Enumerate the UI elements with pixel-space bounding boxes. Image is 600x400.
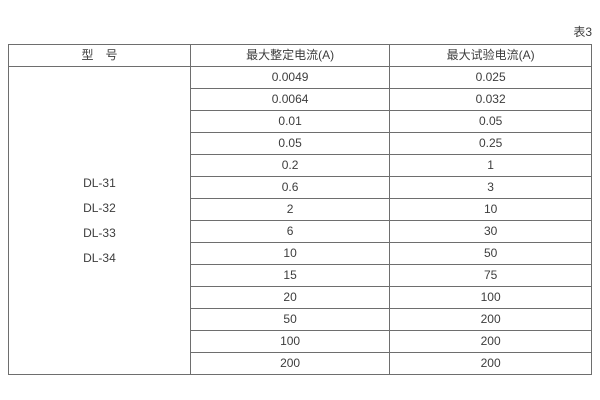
table-row: DL-31 DL-32 DL-33 DL-34 0.0049 0.025 — [8, 66, 592, 375]
model-label: DL-33 — [83, 225, 116, 240]
max-test-current-cell: 50 — [389, 242, 592, 265]
max-test-current-cell: 200 — [389, 330, 592, 353]
table-row: 200 200 — [9, 352, 592, 375]
max-test-current-cell: 200 — [389, 308, 592, 331]
max-test-current-cell: 3 — [389, 176, 592, 199]
max-setting-current-cell: 0.6 — [189, 176, 391, 199]
max-setting-current-cell: 6 — [189, 220, 391, 243]
max-setting-current-cell: 0.0049 — [189, 66, 391, 89]
model-label: DL-32 — [83, 200, 116, 215]
max-test-current-cell: 0.025 — [389, 66, 592, 89]
spec-table: 型 号 最大整定电流(A) 最大试验电流(A) DL-31 DL-32 DL-33 D… — [8, 44, 592, 375]
table-row: 0.05 0.25 — [9, 132, 592, 155]
col-header-max-setting-current: 最大整定电流(A) — [189, 44, 391, 67]
max-test-current-cell: 100 — [389, 286, 592, 309]
max-setting-current-cell: 2 — [189, 198, 391, 221]
max-test-current-cell: 10 — [389, 198, 592, 221]
max-test-current-cell: 0.032 — [389, 88, 592, 111]
model-cell: DL-31 DL-32 DL-33 DL-34 — [8, 66, 191, 375]
max-setting-current-cell: 0.05 — [189, 132, 391, 155]
max-test-current-cell: 1 — [389, 154, 592, 177]
max-setting-current-cell: 10 — [189, 242, 391, 265]
max-test-current-cell: 0.25 — [389, 132, 592, 155]
table-caption: 表3 — [573, 25, 592, 39]
col-header-max-test-current: 最大试验电流(A) — [389, 44, 592, 67]
max-test-current-cell: 75 — [389, 264, 592, 287]
max-test-current-cell: 200 — [389, 352, 592, 375]
max-setting-current-cell: 50 — [189, 308, 391, 331]
header-row: 型 号 最大整定电流(A) 最大试验电流(A) — [8, 44, 592, 67]
model-label: DL-31 — [83, 175, 116, 190]
model-label: DL-34 — [83, 250, 116, 265]
max-setting-current-cell: 200 — [189, 352, 391, 375]
max-setting-current-cell: 0.01 — [189, 110, 391, 133]
max-setting-current-cell: 100 — [189, 330, 391, 353]
max-setting-current-cell: 20 — [189, 286, 391, 309]
table-row: 0.6 3 — [9, 176, 592, 199]
max-test-current-cell: 30 — [389, 220, 592, 243]
max-test-current-cell: 0.05 — [389, 110, 592, 133]
col-header-model: 型 号 — [8, 44, 191, 67]
max-setting-current-cell: 15 — [189, 264, 391, 287]
max-setting-current-cell: 0.2 — [189, 154, 391, 177]
max-setting-current-cell: 0.0064 — [189, 88, 391, 111]
